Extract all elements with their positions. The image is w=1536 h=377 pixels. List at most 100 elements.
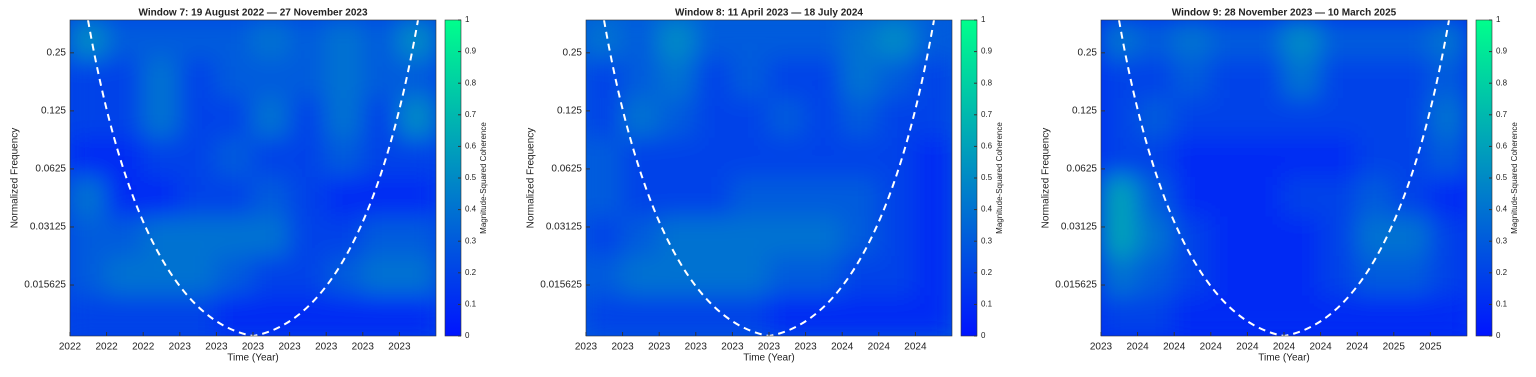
- heatmap-cell: [1101, 256, 1139, 298]
- heatmap-cell: [914, 98, 952, 140]
- heatmap-cell: [361, 216, 401, 258]
- heatmap-cell: [398, 20, 436, 61]
- heatmap-cell: [70, 256, 108, 298]
- heatmap-cell: [1319, 58, 1359, 100]
- y-tick-label: 0.03125: [1061, 222, 1098, 233]
- heatmap-cell: [658, 177, 697, 219]
- colorbar-tick-label: 0: [981, 331, 986, 340]
- heatmap-cell: [1136, 295, 1176, 336]
- x-tick-label: 2025: [1383, 342, 1406, 353]
- heatmap-cell: [658, 58, 697, 100]
- heatmap-cell: [1173, 58, 1212, 100]
- heatmap-cell: [877, 20, 917, 61]
- heatmap-cell: [1392, 98, 1432, 140]
- chart-title: Window 8: 11 April 2023 — 18 July 2024: [675, 8, 863, 19]
- heatmap-cell: [621, 295, 661, 336]
- heatmap-cell: [178, 216, 218, 258]
- heatmap-cell: [325, 137, 364, 179]
- y-tick-label: 0.125: [41, 106, 66, 117]
- heatmap-cell: [252, 256, 291, 298]
- x-tick-label: 2022: [95, 342, 118, 353]
- colorbar-tick-label: 0.4: [1496, 205, 1508, 214]
- heatmap-cell: [914, 216, 952, 258]
- heatmap-cell: [142, 295, 181, 336]
- colorbar-tick-label: 0.1: [981, 300, 993, 309]
- heatmap-cell: [252, 216, 291, 258]
- heatmap-cell: [252, 295, 291, 336]
- colorbar-label: Magnitude-Squared Coherence: [1510, 122, 1519, 234]
- x-tick-label: 2024: [831, 342, 854, 353]
- heatmap-cell: [1209, 177, 1249, 219]
- heatmap-cell: [142, 256, 181, 298]
- heatmap-cell: [1136, 58, 1176, 100]
- x-tick-label: 2023: [1090, 342, 1113, 353]
- heatmap-cell: [1392, 295, 1432, 336]
- heatmap-cell: [142, 58, 181, 100]
- heatmap-cell: [1356, 177, 1395, 219]
- heatmap-cell: [1209, 98, 1249, 140]
- heatmap-cell: [841, 98, 880, 140]
- colorbar-tick-label: 1: [465, 15, 470, 24]
- x-axis-label: Time (Year): [227, 353, 279, 364]
- heatmap-cell: [1136, 20, 1176, 61]
- heatmap-cell: [731, 98, 770, 140]
- heatmap-cell: [731, 137, 770, 179]
- y-tick-label: 0.0625: [1066, 164, 1097, 175]
- chart-title: Window 9: 28 November 2023 — 10 March 20…: [1172, 8, 1397, 19]
- heatmap-cell: [398, 256, 436, 298]
- heatmap-cell: [658, 256, 697, 298]
- heatmap-cell: [841, 20, 880, 61]
- heatmap-cell: [1429, 216, 1467, 258]
- heatmap-cell: [1209, 137, 1249, 179]
- colorbar-label: Magnitude-Squared Coherence: [995, 122, 1004, 234]
- heatmap-cell: [142, 216, 181, 258]
- heatmap-cell: [1392, 256, 1432, 298]
- heatmap-cell: [288, 256, 328, 298]
- heatmap-cell: [841, 295, 880, 336]
- heatmap-cell: [1283, 98, 1322, 140]
- x-tick-label: 2023: [242, 342, 265, 353]
- heatmap-cell: [361, 177, 401, 219]
- colorbar-tick-label: 0.1: [1496, 300, 1508, 309]
- heatmap-cell: [178, 177, 218, 219]
- colorbar-tick-label: 0.8: [981, 78, 993, 87]
- heatmap-cell: [1283, 216, 1322, 258]
- heatmap-cell: [694, 98, 734, 140]
- heatmap-cell: [215, 256, 254, 298]
- x-tick-label: 2023: [794, 342, 817, 353]
- x-tick-label: 2023: [278, 342, 301, 353]
- heatmap-cell: [586, 98, 624, 140]
- heatmap-cell: [398, 58, 436, 100]
- y-tick-label: 0.25: [1078, 47, 1098, 58]
- x-tick-label: 2024: [904, 342, 927, 353]
- heatmap-cell: [1283, 177, 1322, 219]
- heatmap-cells: [70, 20, 436, 336]
- heatmap-cell: [1356, 20, 1395, 61]
- heatmap-cell: [586, 58, 624, 100]
- heatmap-cell: [1283, 20, 1322, 61]
- heatmap-cell: [1136, 98, 1176, 140]
- heatmap-cell: [325, 20, 364, 61]
- heatmap-cell: [70, 177, 108, 219]
- heatmap-cell: [1101, 216, 1139, 258]
- heatmap-cell: [1173, 177, 1212, 219]
- heatmap-cell: [1246, 137, 1285, 179]
- heatmap-cell: [1319, 137, 1359, 179]
- heatmap-cell: [658, 216, 697, 258]
- colorbar-label: Magnitude-Squared Coherence: [479, 122, 488, 234]
- heatmap-cell: [1101, 98, 1139, 140]
- heatmap-cell: [768, 256, 807, 298]
- heatmap-cell: [841, 137, 880, 179]
- heatmap-cell: [398, 177, 436, 219]
- heatmap-cell: [252, 58, 291, 100]
- heatmap-cell: [914, 58, 952, 100]
- y-tick-label: 0.25: [563, 47, 583, 58]
- colorbar-tick-label: 0.5: [465, 173, 477, 182]
- heatmap-cell: [877, 216, 917, 258]
- y-axis-label: Normalized Frequency: [1041, 128, 1052, 229]
- heatmap-cell: [1246, 256, 1285, 298]
- heatmap-cell: [658, 137, 697, 179]
- colorbar-tick-label: 0.5: [1496, 173, 1508, 182]
- heatmap-cell: [361, 295, 401, 336]
- heatmap-cell: [914, 177, 952, 219]
